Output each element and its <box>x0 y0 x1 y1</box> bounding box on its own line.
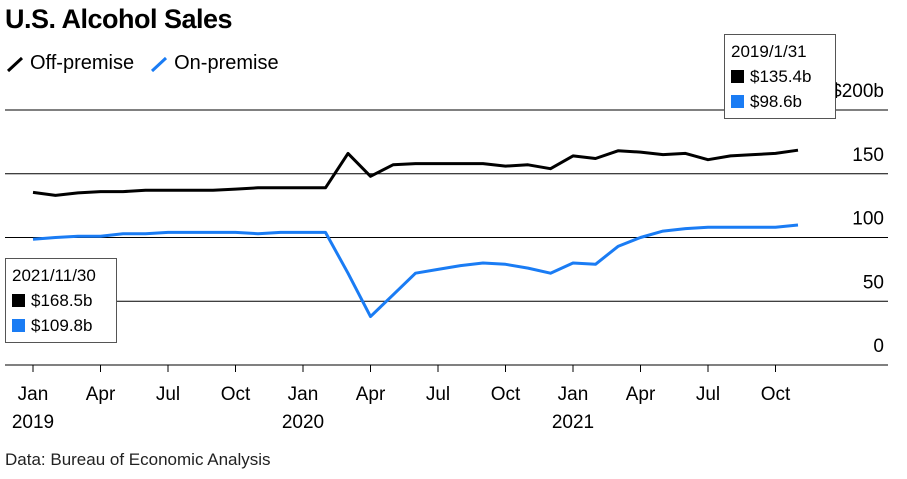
legend-label-on-premise: On-premise <box>174 52 279 74</box>
tooltip-end-date: 2021/11/30 <box>12 266 96 285</box>
tooltip-start-on-value: $98.6b <box>750 92 802 111</box>
x-tick-year-4: 2020 <box>282 412 324 433</box>
y-tick-label-50: 50 <box>863 272 884 293</box>
tooltip-end-off-value: $168.5b <box>31 291 93 310</box>
x-tick-label-0: Jan <box>18 384 49 405</box>
series-line-off-premise <box>32 148 799 197</box>
x-tick-label-7: Oct <box>491 384 521 405</box>
tooltip-end: 2021/11/30 $168.5b $109.8b <box>5 258 117 343</box>
legend-item-on-premise: On-premise <box>150 52 279 75</box>
tooltip-start: 2019/1/31 $135.4b $98.6b <box>724 34 836 119</box>
tooltip-start-off-row: $135.4b <box>731 64 829 89</box>
x-tick-label-1: Apr <box>86 384 116 405</box>
x-tick-year-8: 2021 <box>552 412 594 433</box>
x-tick-label-11: Oct <box>761 384 791 405</box>
legend-item-off-premise: Off-premise <box>6 52 134 75</box>
tooltip-start-on-row: $98.6b <box>731 89 829 114</box>
legend-swatch-on-premise <box>151 56 168 72</box>
x-tick-label-9: Apr <box>626 384 656 405</box>
x-tick-label-5: Apr <box>356 384 386 405</box>
series-line-on-premise <box>32 223 799 319</box>
y-tick-label-150: 150 <box>852 145 884 166</box>
chart-title: U.S. Alcohol Sales <box>5 4 233 34</box>
tooltip-start-date: 2019/1/31 <box>731 42 807 61</box>
legend-swatch-off-premise <box>6 56 24 72</box>
tooltip-start-on-swatch <box>731 95 744 108</box>
tooltip-end-on-swatch <box>12 319 25 332</box>
y-tick-label-0: 0 <box>873 336 884 357</box>
tooltip-end-off-swatch <box>12 294 25 307</box>
x-tick-label-8: Jan <box>558 384 589 405</box>
legend-label-off-premise: Off-premise <box>30 52 135 74</box>
legend: Off-premise On-premise <box>6 52 295 75</box>
x-tick-year-0: 2019 <box>12 412 54 433</box>
tooltip-end-on-value: $109.8b <box>31 316 93 335</box>
y-tick-label-100: 100 <box>852 209 884 230</box>
x-tick-label-2: Jul <box>156 384 180 405</box>
x-tick-label-6: Jul <box>426 384 450 405</box>
tooltip-end-on-row: $109.8b <box>12 313 110 338</box>
tooltip-start-off-swatch <box>731 70 744 83</box>
x-tick-label-3: Oct <box>221 384 251 405</box>
y-tick-label-200: $200b <box>831 81 884 102</box>
x-tick-label-4: Jan <box>288 384 319 405</box>
tooltip-end-off-row: $168.5b <box>12 288 110 313</box>
source-note: Data: Bureau of Economic Analysis <box>5 450 271 469</box>
x-tick-label-10: Jul <box>696 384 720 405</box>
tooltip-start-off-value: $135.4b <box>750 67 812 86</box>
